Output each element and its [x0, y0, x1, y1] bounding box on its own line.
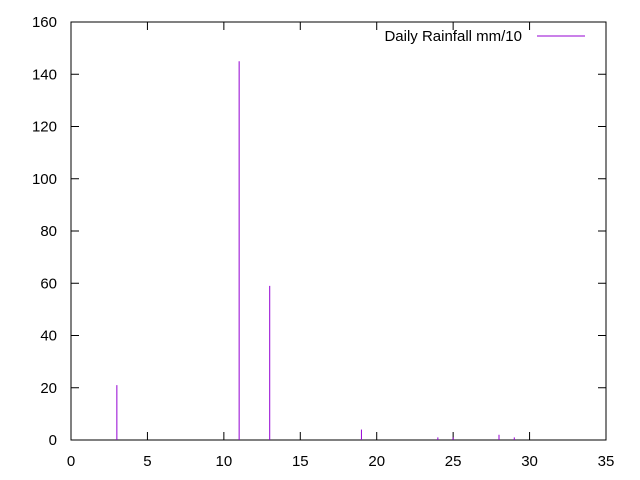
y-tick-label: 140 — [32, 66, 57, 83]
x-tick-label: 15 — [292, 453, 309, 470]
x-tick-label: 35 — [598, 453, 615, 470]
x-axis: 0 5 10 15 20 25 30 35 — [67, 22, 615, 470]
y-tick-label: 80 — [40, 223, 57, 240]
y-axis: 0 20 40 60 80 100 120 140 160 — [32, 14, 606, 449]
y-tick-label: 160 — [32, 14, 57, 31]
legend: Daily Rainfall mm/10 — [384, 28, 585, 45]
x-tick-label: 25 — [445, 453, 462, 470]
legend-label: Daily Rainfall mm/10 — [384, 28, 522, 45]
x-tick-label: 5 — [143, 453, 151, 470]
x-tick-label: 30 — [521, 453, 538, 470]
series-impulses — [116, 61, 515, 440]
y-tick-label: 20 — [40, 380, 57, 397]
x-tick-label: 0 — [67, 453, 75, 470]
y-tick-label: 0 — [49, 432, 57, 449]
y-tick-label: 40 — [40, 328, 57, 345]
y-tick-label: 100 — [32, 171, 57, 188]
plot-border — [70, 21, 607, 441]
y-tick-label: 120 — [32, 119, 57, 136]
x-tick-label: 10 — [216, 453, 233, 470]
x-tick-label: 20 — [368, 453, 385, 470]
y-tick-label: 60 — [40, 275, 57, 292]
